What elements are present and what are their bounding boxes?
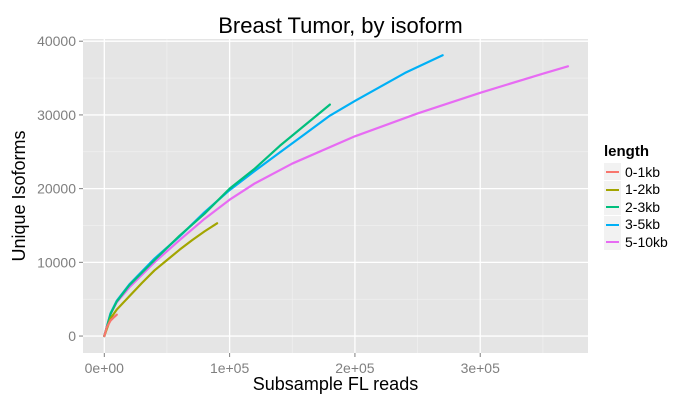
legend-label: 5-10kb [625,233,668,250]
legend-key-line [606,223,619,226]
legend: length 0-1kb 1-2kb 2-3kb 3-5kb 5-10kb [604,143,668,251]
series-line-0-1kb [103,313,118,338]
legend-items: 0-1kb 1-2kb 2-3kb 3-5kb 5-10kb [604,163,668,251]
chart-title: Breast Tumor, by isoform [218,13,463,38]
y-tick-label: 0 [68,328,76,344]
series-line-2-3kb [103,103,331,338]
legend-item-2-3kb: 2-3kb [604,198,668,216]
y-tick-label: 20000 [37,181,76,197]
legend-key [604,163,621,181]
legend-label: 0-1kb [625,163,661,180]
legend-key-line [606,188,619,191]
legend-item-3-5kb: 3-5kb [604,215,668,234]
legend-key-line [606,206,619,209]
legend-key [604,233,621,251]
legend-title: length [604,143,649,160]
legend-item-5-10kb: 5-10kb [604,233,668,251]
x-tick-label: 0e+00 [85,360,125,376]
legend-key [604,180,621,198]
y-tick-label: 10000 [37,254,76,270]
x-axis-label: Subsample FL reads [253,374,418,394]
y-axis-label: Unique Isoforms [9,130,29,261]
x-tick-label: 1e+05 [210,360,250,376]
legend-label: 2-3kb [625,198,661,215]
series-line-1-2kb [103,222,219,338]
legend-key [604,215,621,233]
legend-item-1-2kb: 1-2kb [604,180,668,199]
legend-label: 1-2kb [625,181,661,198]
x-tick-label: 3e+05 [461,360,501,376]
legend-item-0-1kb: 0-1kb [604,163,668,181]
legend-key-line [606,171,619,174]
x-tick-label: 2e+05 [335,360,375,376]
y-tick-label: 30000 [37,107,76,123]
y-tick-label: 40000 [37,33,76,49]
legend-key [604,198,621,216]
legend-label: 3-5kb [625,216,661,233]
plot-panel [83,39,588,353]
legend-key-line [606,241,619,244]
